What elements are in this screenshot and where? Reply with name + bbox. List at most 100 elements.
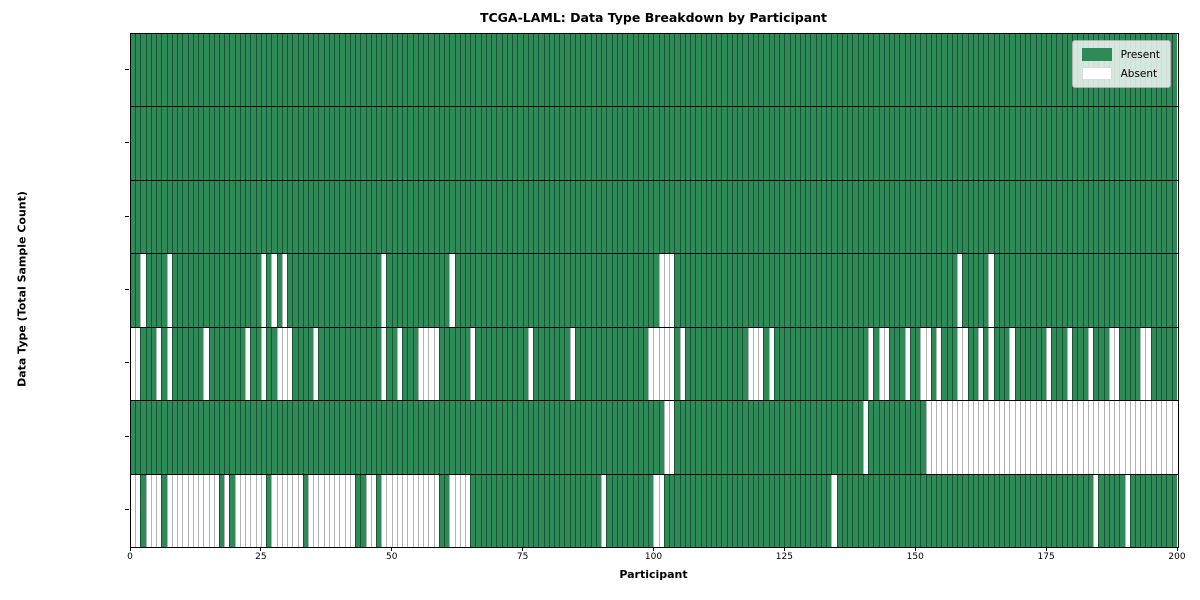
- present-cell: [836, 180, 842, 254]
- present-cell: [485, 180, 492, 254]
- present-cell: [569, 254, 575, 327]
- present-cell: [313, 107, 319, 180]
- present-cell: [663, 107, 670, 180]
- present-cell: [925, 34, 931, 107]
- present-cell: [559, 107, 565, 180]
- present-cell: [564, 474, 570, 547]
- present-cell: [198, 327, 204, 401]
- present-cell: [731, 327, 738, 401]
- present-cell: [245, 401, 251, 474]
- present-cell: [590, 401, 596, 474]
- present-cell: [601, 254, 607, 327]
- absent-cell: [878, 327, 884, 401]
- present-cell: [601, 107, 607, 180]
- present-cell: [553, 401, 560, 474]
- present-cell: [1114, 254, 1120, 327]
- present-cell: [868, 180, 874, 254]
- present-cell: [218, 327, 225, 401]
- xtick-label-25: 25: [255, 552, 267, 562]
- present-cell: [648, 254, 654, 327]
- present-cell: [784, 327, 790, 401]
- ytick-mark: [125, 142, 129, 144]
- present-cell: [758, 401, 764, 474]
- present-cell: [438, 401, 445, 474]
- present-cell: [695, 34, 701, 107]
- present-cell: [946, 180, 952, 254]
- legend-entry-absent: Absent: [1081, 67, 1160, 80]
- present-cell: [794, 107, 800, 180]
- absent-cell: [470, 327, 476, 401]
- present-cell: [548, 107, 554, 180]
- absent-cell: [281, 327, 288, 401]
- present-cell: [622, 401, 628, 474]
- absent-cell: [1108, 401, 1115, 474]
- present-cell: [302, 254, 308, 327]
- present-cell: [1004, 180, 1010, 254]
- present-cell: [595, 180, 602, 254]
- present-cell: [878, 401, 884, 474]
- present-cell: [182, 401, 188, 474]
- present-cell: [789, 34, 795, 107]
- present-cell: [166, 34, 172, 107]
- present-cell: [580, 327, 586, 401]
- present-cell: [438, 34, 445, 107]
- present-cell: [135, 254, 141, 327]
- present-cell: [1119, 180, 1125, 254]
- present-cell: [198, 34, 204, 107]
- present-cell: [412, 107, 418, 180]
- present-cell: [606, 180, 612, 254]
- present-cell: [915, 180, 921, 254]
- present-cell: [376, 254, 382, 327]
- present-cell: [716, 327, 722, 401]
- present-cell: [501, 180, 507, 254]
- present-swatch-icon: [1081, 48, 1112, 61]
- present-cell: [826, 34, 832, 107]
- present-cell: [642, 107, 649, 180]
- present-cell: [784, 107, 790, 180]
- present-cell: [789, 327, 795, 401]
- present-cell: [376, 180, 382, 254]
- present-cell: [559, 474, 565, 547]
- ytick-mark: [125, 362, 129, 364]
- present-cell: [428, 180, 434, 254]
- present-cell: [705, 474, 712, 547]
- present-cell: [1103, 474, 1109, 547]
- absent-cell: [234, 474, 240, 547]
- present-cell: [1171, 107, 1177, 180]
- present-cell: [1145, 180, 1151, 254]
- present-cell: [878, 474, 884, 547]
- present-cell: [1019, 474, 1026, 547]
- present-cell: [810, 254, 816, 327]
- present-cell: [522, 34, 528, 107]
- absent-cell: [287, 327, 293, 401]
- present-cell: [182, 254, 188, 327]
- present-cell: [747, 180, 753, 254]
- absent-cell: [1077, 401, 1083, 474]
- present-cell: [260, 401, 267, 474]
- present-cell: [1072, 107, 1078, 180]
- present-cell: [930, 327, 937, 401]
- present-cell: [972, 474, 978, 547]
- present-cell: [150, 327, 157, 401]
- present-cell: [501, 401, 507, 474]
- present-cell: [444, 474, 450, 547]
- present-cell: [831, 180, 837, 254]
- present-cell: [831, 401, 837, 474]
- present-cell: [941, 180, 947, 254]
- present-cell: [569, 107, 575, 180]
- present-cell: [1035, 107, 1041, 180]
- present-cell: [998, 34, 1005, 107]
- present-cell: [1072, 474, 1078, 547]
- present-cell: [731, 180, 738, 254]
- present-cell: [857, 327, 863, 401]
- absent-cell: [904, 327, 910, 401]
- absent-cell: [967, 401, 973, 474]
- present-cell: [287, 401, 293, 474]
- present-cell: [972, 327, 978, 401]
- present-cell: [292, 107, 298, 180]
- present-cell: [993, 254, 999, 327]
- present-cell: [1161, 254, 1167, 327]
- absent-cell: [370, 474, 377, 547]
- present-cell: [307, 401, 314, 474]
- present-cell: [433, 254, 439, 327]
